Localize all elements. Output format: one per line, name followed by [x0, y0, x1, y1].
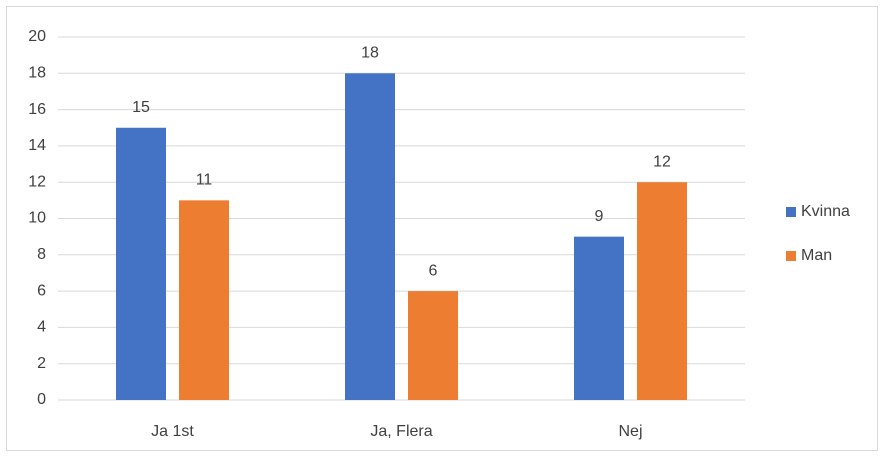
data-label: 18: [361, 45, 379, 62]
data-label: 6: [429, 262, 438, 279]
legend-swatch: [786, 251, 796, 261]
bar: [574, 236, 624, 400]
y-tick-label: 16: [28, 101, 46, 118]
data-label: 15: [132, 99, 150, 116]
x-tick-label: Nej: [618, 423, 642, 440]
y-tick-label: 20: [28, 28, 46, 45]
y-tick-label: 14: [28, 137, 46, 154]
data-label: 9: [595, 208, 604, 225]
legend-swatch: [786, 207, 796, 217]
legend-label: Kvinna: [801, 203, 850, 220]
y-tick-label: 4: [37, 319, 46, 336]
bar: [637, 182, 687, 400]
y-tick-label: 12: [28, 173, 46, 190]
y-tick-label: 18: [28, 65, 46, 82]
x-tick-label: Ja, Flera: [370, 423, 432, 440]
data-label: 12: [653, 153, 671, 170]
y-tick-label: 10: [28, 210, 46, 227]
y-tick-label: 2: [37, 355, 46, 372]
y-tick-label: 8: [37, 246, 46, 263]
y-tick-label: 6: [37, 282, 46, 299]
bar: [179, 200, 229, 400]
x-tick-label: Ja 1st: [151, 423, 194, 440]
bar: [345, 73, 395, 401]
legend-label: Man: [801, 247, 832, 264]
bar: [408, 291, 458, 400]
bar: [116, 127, 166, 400]
data-label: 11: [196, 172, 213, 189]
y-tick-label: 0: [37, 391, 46, 408]
